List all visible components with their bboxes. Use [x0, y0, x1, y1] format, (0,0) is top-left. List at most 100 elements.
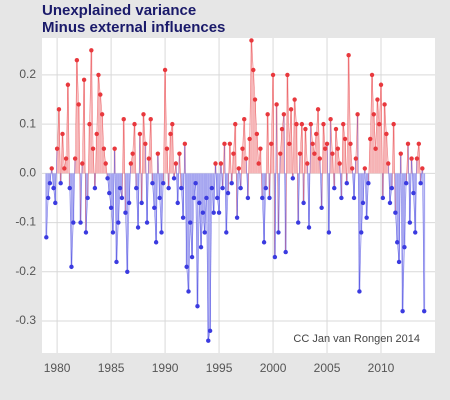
area-bar	[324, 148, 327, 174]
point	[119, 195, 125, 201]
area-bar	[407, 143, 409, 174]
connector	[420, 168, 423, 184]
area-bar	[380, 84, 382, 174]
point	[251, 67, 256, 73]
area-bar	[171, 124, 174, 174]
point	[202, 230, 207, 235]
marks	[44, 38, 427, 343]
point	[81, 77, 87, 83]
area-bar	[225, 173, 228, 233]
point	[328, 117, 333, 122]
point	[321, 121, 326, 127]
area-bar	[196, 173, 199, 307]
point	[378, 82, 384, 87]
connector	[179, 153, 182, 189]
area-bar	[72, 173, 75, 223]
connector	[339, 163, 342, 198]
connector	[234, 124, 238, 218]
connector	[416, 143, 420, 159]
connector	[81, 79, 85, 164]
connector	[216, 197, 220, 213]
connector	[290, 109, 294, 179]
connector	[184, 143, 187, 267]
connector	[362, 168, 366, 203]
point	[398, 151, 403, 156]
point	[346, 53, 351, 58]
area-bar	[216, 173, 219, 198]
point	[348, 141, 353, 147]
point	[254, 131, 260, 137]
point	[189, 254, 195, 260]
connector	[337, 148, 340, 164]
connector	[330, 119, 333, 154]
area-bar	[106, 173, 109, 179]
area-bar	[408, 173, 411, 223]
point	[261, 240, 267, 245]
area-bar	[83, 79, 86, 174]
area-bar	[255, 133, 258, 174]
connector	[247, 138, 250, 198]
connector	[46, 197, 49, 238]
area-bar	[403, 173, 406, 248]
connector	[375, 99, 378, 149]
area-bar	[376, 99, 379, 174]
point	[369, 72, 375, 78]
point	[322, 146, 328, 151]
area-bar	[124, 173, 127, 213]
point	[121, 117, 126, 122]
connector	[67, 84, 71, 189]
connector	[108, 193, 112, 208]
y-tick-label: -0.3	[15, 313, 36, 327]
point	[414, 156, 420, 161]
point	[197, 200, 202, 206]
point	[225, 190, 231, 196]
point	[78, 220, 83, 225]
connector	[180, 188, 184, 218]
x-tick-label: 2000	[260, 361, 287, 375]
connector	[368, 138, 371, 184]
point	[207, 328, 213, 334]
area-bar	[218, 173, 220, 213]
area-bar	[336, 148, 339, 174]
area-bar	[302, 173, 305, 203]
connector	[123, 119, 126, 213]
point	[242, 117, 247, 122]
connector	[96, 74, 99, 134]
connector	[222, 143, 225, 189]
connector	[323, 124, 326, 149]
area-bar	[101, 114, 104, 174]
y-tick-label: -0.2	[15, 264, 36, 278]
point	[270, 72, 276, 78]
area-bar	[201, 173, 204, 213]
connector	[69, 188, 72, 267]
area-bar	[189, 173, 192, 223]
connector	[238, 168, 241, 189]
area-bar	[61, 133, 64, 174]
point	[403, 180, 409, 186]
point	[332, 185, 337, 191]
point	[89, 48, 94, 53]
point	[198, 244, 204, 250]
point	[296, 220, 301, 225]
plot-panel	[42, 38, 435, 353]
point	[314, 131, 319, 137]
area-bar	[112, 173, 114, 233]
connector	[87, 124, 90, 198]
point	[238, 185, 243, 191]
point	[355, 112, 360, 117]
connector	[175, 163, 179, 203]
connector	[161, 183, 164, 233]
connector	[267, 114, 270, 198]
connector	[92, 148, 96, 189]
area-bar	[119, 173, 121, 189]
connector	[413, 193, 416, 233]
point	[182, 141, 188, 147]
area-bar	[335, 129, 337, 174]
area-bar	[275, 104, 278, 174]
point	[326, 230, 332, 235]
point	[411, 190, 416, 196]
area-bar	[354, 158, 357, 174]
connector	[404, 183, 407, 248]
connector	[281, 114, 285, 130]
area-bar	[329, 119, 332, 174]
